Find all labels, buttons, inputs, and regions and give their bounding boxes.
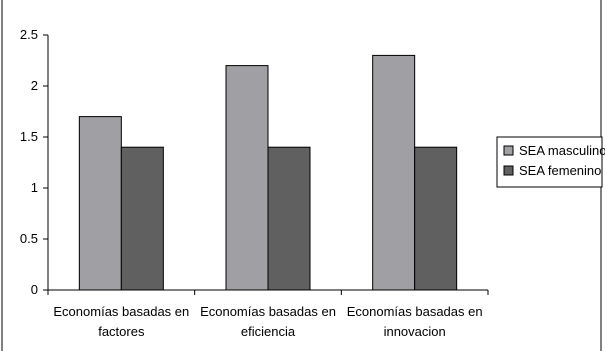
bar bbox=[120, 146, 164, 291]
y-tick-label: 2.5 bbox=[20, 27, 38, 42]
legend-swatch bbox=[503, 145, 514, 156]
x-category-label: Economías basadas en bbox=[200, 304, 336, 319]
y-tick-label: 2 bbox=[31, 78, 38, 93]
bar bbox=[267, 146, 311, 291]
legend-label: SEA femenino bbox=[519, 163, 601, 178]
x-category-label: Economías basadas en bbox=[347, 304, 483, 319]
y-tick-label: 0.5 bbox=[20, 231, 38, 246]
bar bbox=[78, 116, 122, 291]
legend: SEA masculino SEA femenino bbox=[496, 136, 605, 188]
x-category-label: factores bbox=[98, 324, 145, 339]
x-category-label: Economías basadas en bbox=[53, 304, 189, 319]
legend-swatch bbox=[503, 165, 514, 176]
y-tick-label: 1.5 bbox=[20, 129, 38, 144]
x-category-label: eficiencia bbox=[241, 324, 296, 339]
plot-area: 0 0.5 1 1.5 2 2.5 Economías basadas en factores… bbox=[20, 27, 489, 339]
bar bbox=[225, 65, 269, 291]
x-category-label: innovacion bbox=[384, 324, 446, 339]
bar bbox=[372, 54, 416, 291]
bar bbox=[414, 146, 458, 291]
y-tick-label: 0 bbox=[31, 282, 38, 297]
legend-label: SEA masculino bbox=[519, 143, 605, 158]
legend-box bbox=[496, 136, 603, 188]
y-tick-label: 1 bbox=[31, 180, 38, 195]
